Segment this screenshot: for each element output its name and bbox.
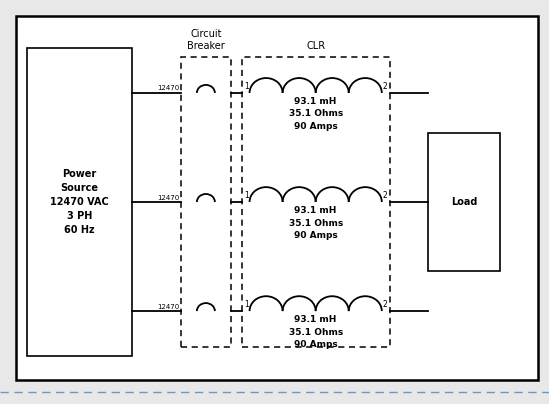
Text: 1: 1 [244,82,249,91]
Text: 93.1 mH
35.1 Ohms
90 Amps: 93.1 mH 35.1 Ohms 90 Amps [289,97,343,131]
Text: 1: 1 [244,191,249,200]
Text: 12470: 12470 [157,194,179,200]
Text: 93.1 mH
35.1 Ohms
90 Amps: 93.1 mH 35.1 Ohms 90 Amps [289,315,343,349]
Bar [181,57,231,347]
Text: Power
Source
12470 VAC
3 PH
60 Hz: Power Source 12470 VAC 3 PH 60 Hz [50,169,109,235]
Bar [428,133,500,271]
Text: 2: 2 [383,191,388,200]
Text: CLR: CLR [306,40,325,50]
Text: 12470: 12470 [157,303,179,309]
Text: 93.1 mH
35.1 Ohms
90 Amps: 93.1 mH 35.1 Ohms 90 Amps [289,206,343,240]
Text: 2: 2 [383,300,388,309]
Bar [242,57,390,347]
Text: 2: 2 [383,82,388,91]
Text: 1: 1 [244,300,249,309]
Text: 12470: 12470 [157,85,179,91]
Text: Load: Load [451,197,477,207]
Bar [27,48,132,356]
Text: Circuit
Breaker: Circuit Breaker [187,29,225,50]
